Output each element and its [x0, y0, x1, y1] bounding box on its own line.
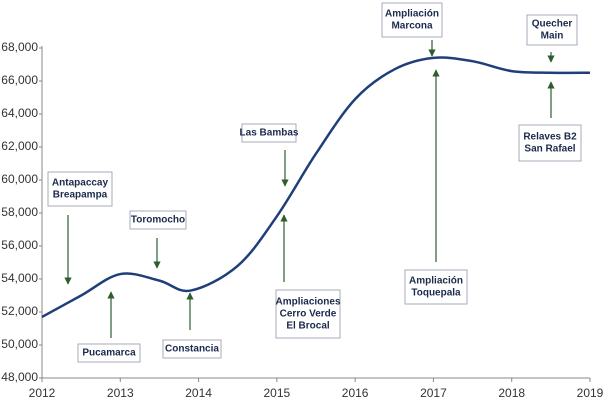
x-tick-label: 2017 — [420, 386, 447, 400]
annotation-text: Main — [541, 31, 564, 42]
x-tick-label: 2018 — [498, 386, 525, 400]
annotation-box — [77, 343, 141, 363]
annotation-text: Toquepala — [411, 288, 461, 299]
annotation-text: Antapaccay — [52, 178, 109, 189]
y-tick-label: 56,000 — [1, 238, 38, 252]
annotation-text: Marcona — [391, 21, 433, 32]
annotation-text: Constancia — [165, 344, 219, 355]
annotation-text: Toromocho — [131, 215, 185, 226]
annotation-text: El Brocal — [286, 321, 330, 332]
annotation-box — [241, 123, 297, 143]
annotation-text: Pucamarca — [82, 348, 136, 359]
y-tick-label: 50,000 — [1, 337, 38, 351]
y-tick-label: 60,000 — [1, 172, 38, 186]
y-tick-label: 48,000 — [1, 370, 38, 384]
annotation-box — [162, 339, 222, 359]
y-tick-label: 52,000 — [1, 304, 38, 318]
x-tick-label: 2013 — [107, 386, 134, 400]
annotation-box — [275, 289, 341, 339]
x-tick-label: 2015 — [264, 386, 291, 400]
annotation-text: Ampliación — [409, 276, 463, 287]
x-tick-label: 2019 — [577, 386, 604, 400]
line — [41, 56, 591, 319]
annotation-box — [404, 269, 468, 305]
y-tick-label: 66,000 — [1, 73, 38, 87]
y-tick-label: 54,000 — [1, 271, 38, 285]
x-tick-label: 2012 — [29, 386, 56, 400]
annotation-text: Quecher — [532, 19, 573, 30]
x-tick-label: 2016 — [342, 386, 369, 400]
y-tick-label: 58,000 — [1, 205, 38, 219]
annotation-box — [47, 171, 113, 207]
annotation-box — [518, 124, 582, 162]
annotation-text: Ampliación — [385, 9, 439, 20]
annotation-text: Breapampa — [53, 190, 108, 201]
annotation-text: Relaves B2 — [523, 132, 577, 143]
y-tick-label: 64,000 — [1, 106, 38, 120]
annotation-text: Cerro Verde — [280, 309, 337, 320]
annotation-box — [129, 210, 187, 230]
annotation-box — [381, 2, 443, 38]
annotation-text: Ampliaciones — [275, 297, 340, 308]
annotation-text: San Rafael — [524, 144, 575, 155]
x-tick-label: 2014 — [185, 386, 212, 400]
annotation-text: Las Bambas — [240, 128, 299, 139]
y-tick-label: 68,000 — [1, 40, 38, 54]
y-tick-label: 62,000 — [1, 139, 38, 153]
annotation-box — [526, 14, 578, 46]
